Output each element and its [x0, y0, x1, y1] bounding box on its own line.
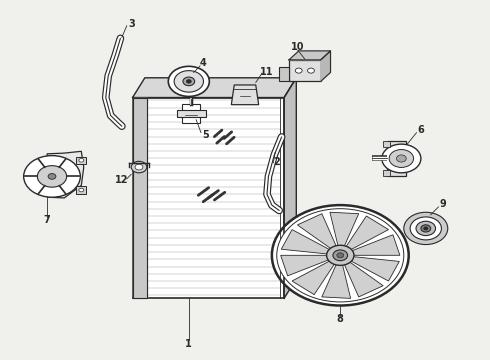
Circle shape	[37, 166, 67, 187]
Polygon shape	[297, 214, 336, 248]
Polygon shape	[352, 235, 400, 255]
Polygon shape	[47, 151, 84, 198]
Text: 9: 9	[440, 199, 446, 210]
Circle shape	[24, 156, 80, 197]
Bar	[133, 98, 284, 298]
Circle shape	[337, 253, 343, 258]
Circle shape	[404, 212, 448, 244]
Circle shape	[48, 174, 56, 179]
FancyBboxPatch shape	[383, 170, 390, 176]
Circle shape	[186, 80, 191, 83]
Polygon shape	[281, 230, 329, 254]
Polygon shape	[281, 255, 328, 276]
Text: 12: 12	[115, 175, 128, 185]
Circle shape	[79, 188, 84, 192]
Text: 6: 6	[417, 125, 424, 135]
Polygon shape	[133, 78, 296, 98]
Polygon shape	[322, 265, 351, 298]
FancyBboxPatch shape	[176, 110, 206, 117]
Circle shape	[421, 225, 431, 232]
Circle shape	[410, 217, 441, 240]
Polygon shape	[231, 85, 259, 105]
Circle shape	[382, 144, 421, 173]
Polygon shape	[344, 262, 383, 297]
Circle shape	[295, 68, 302, 73]
Text: 3: 3	[128, 19, 135, 29]
Circle shape	[168, 66, 209, 96]
Polygon shape	[321, 51, 331, 81]
Text: 1: 1	[185, 339, 192, 349]
FancyBboxPatch shape	[387, 141, 406, 176]
Circle shape	[135, 164, 143, 170]
Text: 11: 11	[260, 67, 274, 77]
Circle shape	[79, 158, 84, 162]
Polygon shape	[292, 261, 334, 294]
Text: 7: 7	[44, 215, 50, 225]
Polygon shape	[351, 257, 399, 281]
Circle shape	[277, 209, 404, 302]
Polygon shape	[284, 78, 296, 298]
Circle shape	[131, 161, 147, 173]
Circle shape	[389, 149, 414, 167]
Circle shape	[396, 155, 406, 162]
FancyBboxPatch shape	[76, 157, 86, 164]
Polygon shape	[330, 212, 359, 246]
Circle shape	[333, 250, 347, 261]
Text: 8: 8	[337, 314, 343, 324]
FancyBboxPatch shape	[279, 67, 289, 81]
Text: 2: 2	[273, 157, 280, 167]
Circle shape	[416, 221, 436, 235]
Circle shape	[424, 227, 428, 230]
Text: 10: 10	[291, 42, 304, 51]
Circle shape	[327, 245, 354, 265]
Circle shape	[183, 77, 195, 86]
Polygon shape	[289, 51, 331, 60]
FancyBboxPatch shape	[383, 141, 390, 147]
Circle shape	[272, 205, 409, 306]
FancyBboxPatch shape	[182, 104, 200, 123]
FancyBboxPatch shape	[76, 186, 86, 194]
Circle shape	[174, 71, 203, 92]
FancyBboxPatch shape	[289, 60, 321, 81]
Polygon shape	[346, 216, 389, 249]
Text: 5: 5	[202, 130, 209, 140]
Circle shape	[308, 68, 315, 73]
Polygon shape	[133, 98, 147, 298]
Text: 4: 4	[200, 58, 207, 68]
